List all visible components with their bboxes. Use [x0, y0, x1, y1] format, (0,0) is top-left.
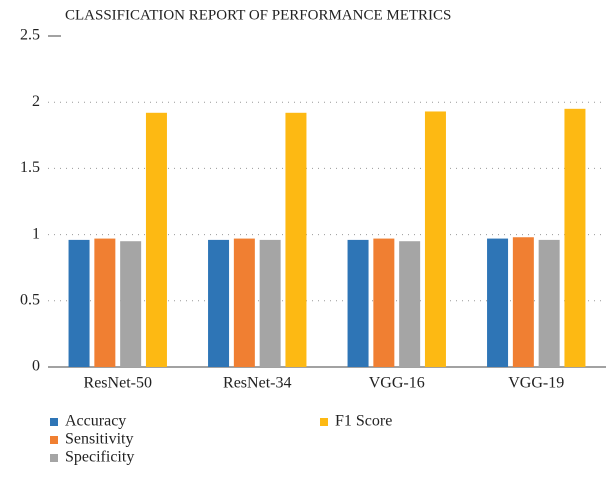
bar — [259, 239, 281, 367]
y-tick-label: 1.5 — [20, 159, 40, 176]
x-tick-label: VGG-16 — [369, 375, 425, 392]
bar — [564, 108, 586, 367]
legend-swatch — [50, 436, 58, 444]
bar — [68, 239, 90, 367]
bar — [285, 112, 307, 368]
bar — [399, 241, 421, 367]
bar — [373, 238, 395, 367]
legend-swatch — [50, 418, 58, 426]
bar — [145, 112, 167, 368]
bar — [233, 238, 255, 367]
bar — [94, 238, 116, 367]
legend-swatch — [320, 418, 328, 426]
bar — [424, 111, 446, 367]
legend-label: F1 Score — [335, 413, 392, 430]
y-tick-label: 1 — [32, 225, 40, 242]
bar — [120, 241, 142, 367]
x-tick-label: VGG-19 — [508, 375, 564, 392]
y-tick-label: 2 — [32, 93, 40, 110]
x-tick-label: ResNet-50 — [84, 375, 152, 392]
bar — [208, 239, 230, 367]
bar — [487, 238, 509, 367]
y-tick-label: 0 — [32, 358, 40, 375]
legend-label: Sensitivity — [65, 431, 133, 448]
legend-label: Specificity — [65, 449, 134, 466]
x-tick-label: ResNet-34 — [223, 375, 291, 392]
y-tick-label: 2.5 — [20, 27, 40, 44]
bar — [347, 239, 369, 367]
legend-swatch — [50, 454, 58, 462]
chart-title: CLASSIFICATION REPORT OF PERFORMANCE MET… — [65, 7, 451, 23]
title-background — [61, 24, 609, 46]
legend-label: Accuracy — [65, 413, 126, 430]
bar — [512, 237, 534, 367]
bar — [538, 239, 560, 367]
y-tick-label: 0.5 — [20, 291, 40, 308]
